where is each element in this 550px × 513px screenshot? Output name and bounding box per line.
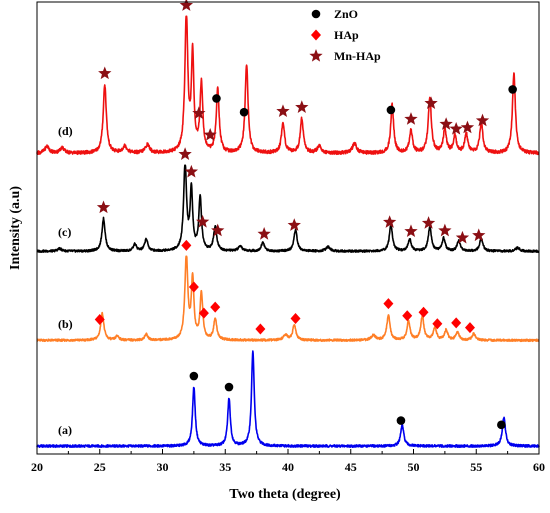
- x-tick-label-20: 20: [31, 460, 43, 474]
- x-axis-title: Two theta (degree): [229, 487, 341, 502]
- peak-marker-mn-hap-d-11: [439, 117, 453, 130]
- peak-marker-mn-hap-d-0: [98, 66, 112, 80]
- legend-marker-hap: [311, 29, 321, 41]
- x-tick-label-30: 30: [157, 460, 169, 474]
- peak-marker-hap-b-7: [383, 298, 394, 310]
- peak-marker-mn-hap-d-2: [192, 106, 206, 119]
- peak-marker-mn-hap-d-1: [179, 0, 193, 11]
- peak-marker-mn-hap-c-5: [257, 227, 271, 240]
- peak-marker-hap-b-2: [188, 281, 199, 293]
- peak-marker-mn-hap-d-12: [449, 121, 463, 135]
- series-label-d: (d): [58, 124, 73, 138]
- peak-marker-mn-hap-c-1: [178, 147, 192, 160]
- peak-marker-mn-hap-d-6: [276, 104, 290, 117]
- x-tick-label-40: 40: [282, 460, 294, 474]
- x-tick-label-25: 25: [94, 460, 106, 474]
- peak-marker-zno-a-2: [396, 416, 406, 425]
- peak-marker-hap-b-0: [94, 314, 105, 326]
- x-tick-label-50: 50: [408, 460, 420, 474]
- legend-marker-zno: [311, 9, 321, 19]
- peak-marker-mn-hap-d-14: [475, 113, 490, 127]
- peak-marker-hap-b-5: [255, 323, 266, 335]
- series-line-d: [36, 15, 540, 156]
- peak-marker-mn-hap-c-11: [455, 230, 470, 244]
- peak-marker-mn-hap-c-8: [404, 224, 418, 238]
- peak-marker-hap-b-1: [181, 239, 192, 251]
- series-label-b: (b): [58, 317, 73, 331]
- peak-marker-mn-hap-c-2: [184, 164, 199, 178]
- x-tick-label-45: 45: [345, 460, 357, 474]
- plot-frame: [36, 1, 540, 455]
- series-line-b: [36, 255, 540, 343]
- tick-layer: 20 25 30 35 40 45 50 55 60: [31, 449, 545, 474]
- peak-marker-zno-d-5: [239, 107, 249, 117]
- peak-marker-hap-b-3: [198, 307, 209, 319]
- peak-marker-mn-hap-c-0: [96, 200, 111, 214]
- peak-marker-zno-a-1: [224, 382, 234, 392]
- legend-marker-mn-hap: [309, 49, 323, 62]
- peak-marker-hap-b-8: [402, 310, 413, 322]
- peak-marker-zno-a-0: [189, 371, 199, 381]
- peak-marker-hap-b-6: [290, 312, 301, 324]
- peak-marker-hap-b-4: [210, 301, 221, 313]
- peak-marker-mn-hap-c-12: [472, 228, 486, 242]
- peak-marker-zno-a-3: [497, 420, 506, 430]
- peak-marker-hap-b-11: [451, 317, 462, 329]
- peak-marker-mn-hap-c-3: [196, 214, 210, 228]
- series-label-a: (a): [58, 423, 72, 437]
- peak-marker-zno-d-4: [212, 94, 221, 103]
- legend-label-mn-hap: Mn-HAp: [334, 49, 381, 63]
- peak-marker-mn-hap-c-4: [211, 223, 225, 237]
- peak-marker-mn-hap-d-9: [404, 112, 418, 125]
- series-line-c: [36, 164, 540, 254]
- legend: ZnO HAp Mn-HAp: [309, 7, 381, 63]
- y-axis-title: Intensity (a.u): [8, 186, 23, 270]
- peak-marker-hap-b-12: [464, 322, 475, 334]
- peak-marker-zno-d-8: [386, 105, 396, 115]
- legend-label-hap: HAp: [334, 28, 359, 42]
- peak-marker-mn-hap-d-7: [295, 100, 309, 113]
- legend-label-zno: ZnO: [334, 7, 358, 21]
- series-label-c: (c): [58, 225, 71, 239]
- x-tick-label-60: 60: [533, 460, 545, 474]
- peak-marker-zno-d-15: [508, 85, 517, 94]
- peak-marker-hap-b-9: [418, 306, 429, 318]
- peak-marker-mn-hap-c-9: [421, 216, 436, 229]
- peak-marker-mn-hap-d-10: [424, 96, 438, 109]
- x-tick-label-55: 55: [470, 460, 482, 474]
- peak-marker-mn-hap-d-13: [460, 120, 475, 134]
- series-line-a: [36, 350, 540, 449]
- peak-marker-mn-hap-c-6: [287, 218, 301, 231]
- peak-marker-mn-hap-c-7: [383, 215, 397, 228]
- marker-layer: [94, 0, 517, 430]
- peak-marker-mn-hap-c-10: [438, 223, 452, 237]
- peak-marker-hap-b-10: [432, 318, 443, 330]
- peak-marker-mn-hap-d-3: [203, 127, 217, 141]
- x-tick-label-35: 35: [219, 460, 231, 474]
- series-layer: (a) (b) (c) (d): [36, 15, 540, 449]
